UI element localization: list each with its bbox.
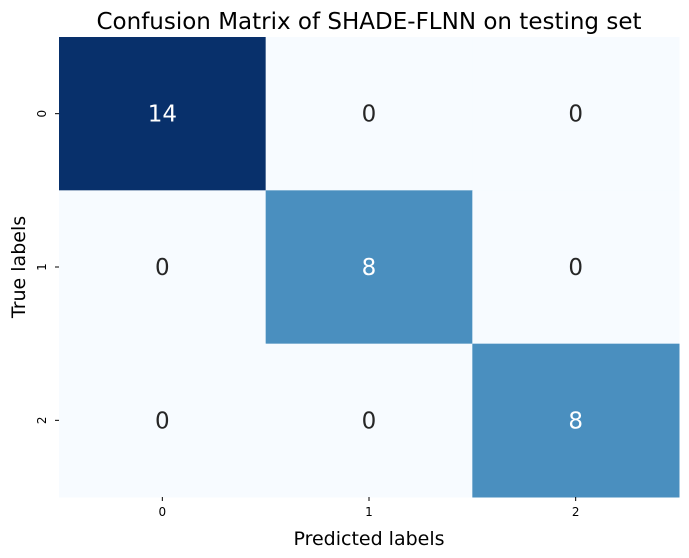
y-axis-ticks: 0 1 2 (35, 110, 59, 424)
cell-annotation-0-2: 0 (568, 102, 583, 128)
heatmap-cell-0-1 (265, 37, 473, 191)
heatmap-cell-0-2 (472, 37, 680, 191)
cell-annotation-0-1: 0 (362, 102, 377, 128)
cell-annotation-2-0: 0 (155, 408, 170, 434)
x-axis-label: Predicted labels (293, 528, 444, 550)
cell-annotation-1-1: 8 (362, 255, 377, 281)
heatmap-cell-2-0 (59, 343, 267, 498)
heatmap-cells (59, 37, 680, 498)
x-tick-label-2: 2 (572, 505, 580, 519)
cell-annotation-2-1: 0 (362, 408, 377, 434)
heatmap-cell-2-1 (265, 343, 473, 498)
heatmap-cell-2-2 (472, 343, 680, 498)
cell-annotation-0-0: 14 (148, 102, 177, 128)
x-tick-label-0: 0 (159, 505, 167, 519)
cell-annotation-1-0: 0 (155, 255, 170, 281)
y-tick-label-2: 2 (35, 417, 49, 425)
heatmap-cell-1-0 (59, 190, 267, 345)
cell-annotations: 14 0 0 0 8 0 0 0 8 (148, 102, 583, 435)
cell-annotation-2-2: 8 (568, 408, 583, 434)
y-tick-label-1: 1 (35, 263, 49, 271)
heatmap-cell-1-1 (265, 190, 473, 345)
y-axis-label: True labels (8, 216, 30, 319)
chart-title: Confusion Matrix of SHADE-FLNN on testin… (96, 9, 641, 35)
y-tick-label-0: 0 (35, 110, 49, 118)
heatmap-cell-0-0 (59, 37, 267, 191)
x-tick-label-1: 1 (365, 505, 373, 519)
x-axis-ticks: 0 1 2 (159, 497, 580, 519)
cell-annotation-1-2: 0 (568, 255, 583, 281)
heatmap-cell-1-2 (472, 190, 680, 345)
